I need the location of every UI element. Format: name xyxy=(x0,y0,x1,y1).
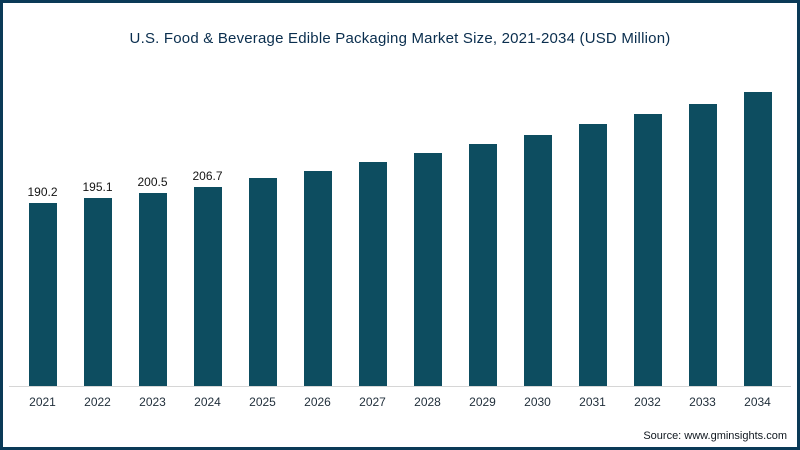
bar-column xyxy=(413,63,442,387)
bar-chart-plot-area: 190.2 2021 195.1 2022 200.5 2023 206.7 2024 2025… xyxy=(3,63,797,409)
bar-group: 2029 xyxy=(468,63,497,409)
x-axis-label: 2027 xyxy=(359,395,386,409)
bar-group: 2027 xyxy=(358,63,387,409)
bar-column: 190.2 xyxy=(27,63,58,387)
bar-column: 195.1 xyxy=(82,63,113,387)
bar-group: 2030 xyxy=(523,63,552,409)
bar-group: 2026 xyxy=(303,63,332,409)
source-attribution: Source: www.gminsights.com xyxy=(643,430,787,442)
bar-group: 2028 xyxy=(413,63,442,409)
bar xyxy=(633,114,662,387)
bar xyxy=(688,104,717,387)
bar-column xyxy=(358,63,387,387)
bar xyxy=(138,193,167,387)
x-axis-label: 2028 xyxy=(414,395,441,409)
bar-group: 200.5 2023 xyxy=(137,63,168,409)
bar xyxy=(578,124,607,387)
x-axis-label: 2030 xyxy=(524,395,551,409)
bar-column: 200.5 xyxy=(137,63,168,387)
bar xyxy=(468,144,497,387)
bar-group: 195.1 2022 xyxy=(82,63,113,409)
bar-value-label: 195.1 xyxy=(82,180,113,194)
x-axis-label: 2026 xyxy=(304,395,331,409)
bar-group: 2034 xyxy=(743,63,772,409)
chart-title: U.S. Food & Beverage Edible Packaging Ma… xyxy=(129,30,671,47)
bar xyxy=(523,135,552,387)
x-axis-label: 2022 xyxy=(84,395,111,409)
bar xyxy=(28,203,57,387)
x-axis-label: 2021 xyxy=(29,395,56,409)
bar-column xyxy=(303,63,332,387)
x-axis-label: 2023 xyxy=(139,395,166,409)
bar xyxy=(193,187,222,387)
bar-group: 206.7 2024 xyxy=(192,63,223,409)
bar-value-label: 206.7 xyxy=(192,169,223,183)
bar-value-label: 200.5 xyxy=(137,175,168,189)
source-text: Source: www.gminsights.com xyxy=(643,430,787,442)
bar-group: 2031 xyxy=(578,63,607,409)
bar-column xyxy=(248,63,277,387)
x-axis-label: 2025 xyxy=(249,395,276,409)
x-axis-label: 2031 xyxy=(579,395,606,409)
bar xyxy=(743,92,772,387)
bar xyxy=(248,178,277,387)
bar xyxy=(303,171,332,387)
bar xyxy=(83,198,112,387)
bar-column xyxy=(468,63,497,387)
bar-column xyxy=(633,63,662,387)
bar-group: 2032 xyxy=(633,63,662,409)
bar xyxy=(358,162,387,387)
x-axis-label: 2029 xyxy=(469,395,496,409)
bar-group: 2025 xyxy=(248,63,277,409)
bar-column xyxy=(523,63,552,387)
bar-column xyxy=(743,63,772,387)
bar-column xyxy=(688,63,717,387)
bar xyxy=(413,153,442,387)
x-axis-label: 2034 xyxy=(744,395,771,409)
bar-group: 2033 xyxy=(688,63,717,409)
x-axis-label: 2024 xyxy=(194,395,221,409)
bar-column xyxy=(578,63,607,387)
x-axis-label: 2032 xyxy=(634,395,661,409)
bar-value-label: 190.2 xyxy=(27,185,58,199)
bar-group: 190.2 2021 xyxy=(27,63,58,409)
bar-column: 206.7 xyxy=(192,63,223,387)
x-axis-label: 2033 xyxy=(689,395,716,409)
